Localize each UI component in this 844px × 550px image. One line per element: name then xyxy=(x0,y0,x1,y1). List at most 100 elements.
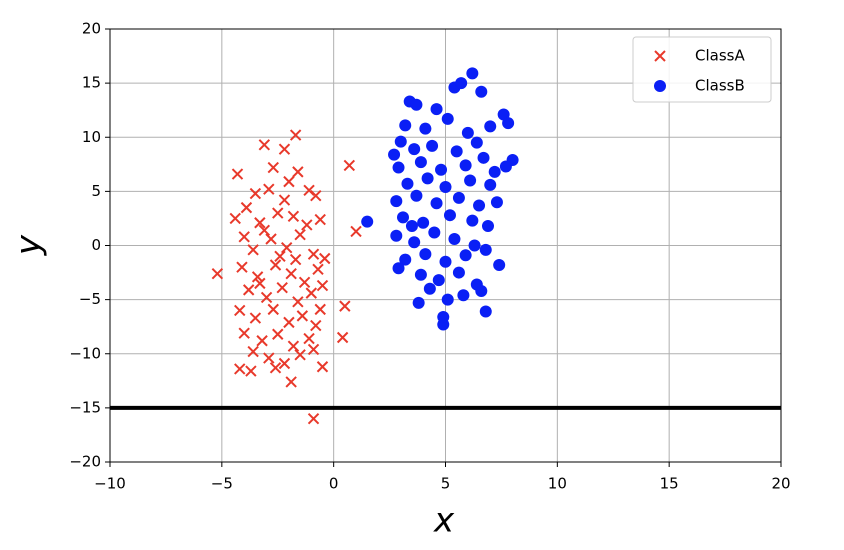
point xyxy=(316,279,329,292)
point xyxy=(441,293,454,306)
point xyxy=(475,284,488,297)
y-tick-label: 10 xyxy=(82,128,101,146)
point xyxy=(285,376,297,388)
point xyxy=(238,327,250,339)
point xyxy=(307,248,320,260)
point xyxy=(430,197,443,210)
point xyxy=(310,189,322,202)
point xyxy=(305,287,318,299)
point xyxy=(408,236,421,249)
x-tick-label: 20 xyxy=(771,475,790,493)
point xyxy=(452,266,465,279)
point xyxy=(278,357,291,370)
point xyxy=(479,243,492,256)
point xyxy=(319,252,331,265)
point xyxy=(470,136,483,149)
point xyxy=(280,241,293,254)
point xyxy=(234,304,246,317)
plot-frame xyxy=(109,28,782,463)
point xyxy=(238,231,250,243)
point xyxy=(388,148,401,161)
point xyxy=(263,183,275,195)
point xyxy=(251,271,264,283)
point xyxy=(339,300,351,312)
point xyxy=(461,126,474,139)
point xyxy=(435,163,448,176)
point xyxy=(466,67,479,80)
point xyxy=(256,335,268,347)
point xyxy=(242,284,255,296)
point xyxy=(417,216,430,229)
point xyxy=(274,250,286,263)
point xyxy=(361,215,374,228)
point xyxy=(258,139,271,151)
point xyxy=(283,175,295,188)
point xyxy=(473,199,486,212)
point xyxy=(490,196,503,209)
point xyxy=(276,282,288,294)
point xyxy=(455,77,468,90)
point xyxy=(236,261,248,273)
y-tick-label: −15 xyxy=(69,398,101,416)
point xyxy=(336,331,349,344)
point xyxy=(289,129,302,141)
point xyxy=(292,296,304,308)
y-tick-label: −20 xyxy=(69,453,101,471)
point xyxy=(265,233,277,245)
point xyxy=(269,362,282,374)
point xyxy=(493,258,506,271)
x-tick-label: −5 xyxy=(211,475,233,493)
point xyxy=(307,412,320,425)
point xyxy=(390,229,403,242)
point xyxy=(312,263,324,276)
point xyxy=(405,220,418,233)
point xyxy=(488,165,501,178)
point xyxy=(399,119,412,132)
point xyxy=(466,214,479,227)
point xyxy=(249,312,262,324)
point xyxy=(247,345,259,358)
point xyxy=(475,85,488,98)
point xyxy=(394,135,407,148)
point xyxy=(294,228,306,241)
point xyxy=(390,195,403,208)
point xyxy=(397,211,410,224)
y-tick-label: 15 xyxy=(82,74,101,92)
point xyxy=(272,328,284,340)
point xyxy=(484,178,497,191)
y-tick-label: −10 xyxy=(69,344,101,362)
point xyxy=(310,319,322,332)
point xyxy=(426,139,439,152)
point xyxy=(448,233,461,246)
point xyxy=(408,143,421,156)
y-tick-label: 20 xyxy=(82,20,101,38)
point xyxy=(211,267,224,280)
point xyxy=(439,255,452,268)
legend-box xyxy=(632,36,772,103)
y-tick-label: −5 xyxy=(79,290,101,308)
point xyxy=(439,181,452,194)
point xyxy=(430,103,443,116)
point xyxy=(477,151,490,164)
x-tick-label: 10 xyxy=(548,475,567,493)
point xyxy=(314,213,326,226)
point xyxy=(245,365,257,377)
point xyxy=(260,291,273,304)
point xyxy=(459,249,472,262)
x-tick-label: −10 xyxy=(94,475,126,493)
point xyxy=(419,248,432,261)
point xyxy=(343,159,356,172)
point xyxy=(298,276,311,289)
point xyxy=(285,267,297,280)
x-tick-label: 15 xyxy=(660,475,679,493)
legend-marker xyxy=(654,80,666,92)
point xyxy=(229,212,241,225)
point xyxy=(419,122,432,135)
point xyxy=(443,209,456,222)
legend-label: ClassA xyxy=(695,47,745,65)
point xyxy=(307,343,320,356)
legend-marker xyxy=(654,50,666,62)
point xyxy=(410,189,423,202)
